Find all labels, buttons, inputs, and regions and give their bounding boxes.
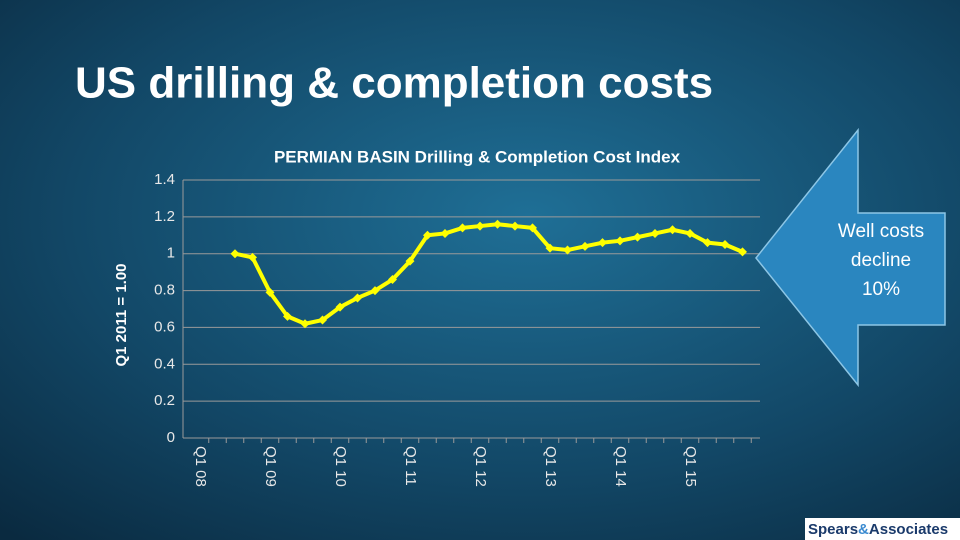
data-point xyxy=(283,311,292,321)
y-tick-label: 1 xyxy=(167,245,175,262)
plot-area: 0 0.2 0.4 0.6 0.8 1 1.2 1.4 Q1 08 Q1 09 Q1 10 Q1 11… xyxy=(154,171,760,487)
data-point xyxy=(265,287,275,297)
data-point xyxy=(528,223,537,233)
y-tick-label: 1.2 xyxy=(154,208,175,225)
data-point xyxy=(388,275,397,285)
data-point xyxy=(370,286,380,296)
x-tick-label: Q1 11 xyxy=(402,446,419,486)
x-tick-label: Q1 15 xyxy=(682,446,699,487)
x-tick-label: Q1 09 xyxy=(262,446,279,487)
data-point xyxy=(335,302,345,312)
data-point xyxy=(493,219,502,229)
data-point xyxy=(633,232,642,242)
logo-name: Spears xyxy=(808,521,858,538)
x-tick-label: Q1 08 xyxy=(192,446,209,487)
callout-text: 10% xyxy=(862,279,900,300)
y-tick-label: 0 xyxy=(167,429,175,446)
x-tick-label: Q1 12 xyxy=(472,446,489,487)
data-point xyxy=(703,238,712,248)
x-tick-label: Q1 13 xyxy=(542,446,559,487)
logo-box xyxy=(805,518,960,540)
callout-text: decline xyxy=(851,250,911,271)
logo-suffix: Associates xyxy=(869,521,948,538)
data-point xyxy=(300,319,310,329)
data-point xyxy=(458,223,467,233)
data-point xyxy=(353,293,362,303)
y-tick-label: 0.8 xyxy=(154,282,175,299)
data-point xyxy=(563,245,572,255)
logo: Spears&Associates xyxy=(808,521,948,538)
data-point xyxy=(720,240,730,249)
data-point xyxy=(475,221,485,231)
data-point xyxy=(580,241,590,251)
data-point xyxy=(405,256,415,266)
chart-title: PERMIAN BASIN Drilling & Completion Cost… xyxy=(274,147,681,166)
data-point xyxy=(545,243,555,253)
y-tick-label: 0.4 xyxy=(154,355,175,372)
y-axis-label: Q1 2011 = 1.00 xyxy=(113,263,130,366)
data-point xyxy=(738,247,747,257)
data-point xyxy=(598,238,607,248)
x-tick-label: Q1 10 xyxy=(332,446,349,487)
logo-amp: & xyxy=(858,521,869,538)
y-tick-label: 1.4 xyxy=(154,171,175,188)
data-point xyxy=(440,228,450,238)
data-point xyxy=(668,225,677,235)
y-tick-label: 0.2 xyxy=(154,392,175,409)
y-tick-label: 0.6 xyxy=(154,318,175,335)
data-point xyxy=(615,236,625,246)
data-point xyxy=(650,228,660,238)
callout-arrow xyxy=(755,127,946,388)
data-point xyxy=(423,230,432,240)
x-tick-label: Q1 14 xyxy=(612,446,629,487)
data-point xyxy=(230,249,240,259)
data-point xyxy=(510,221,520,231)
slide-title: US drilling & completion costs xyxy=(75,59,713,108)
callout-text: Well costs xyxy=(838,221,924,242)
data-point xyxy=(685,228,695,238)
data-point xyxy=(248,252,257,262)
data-point xyxy=(318,315,327,325)
